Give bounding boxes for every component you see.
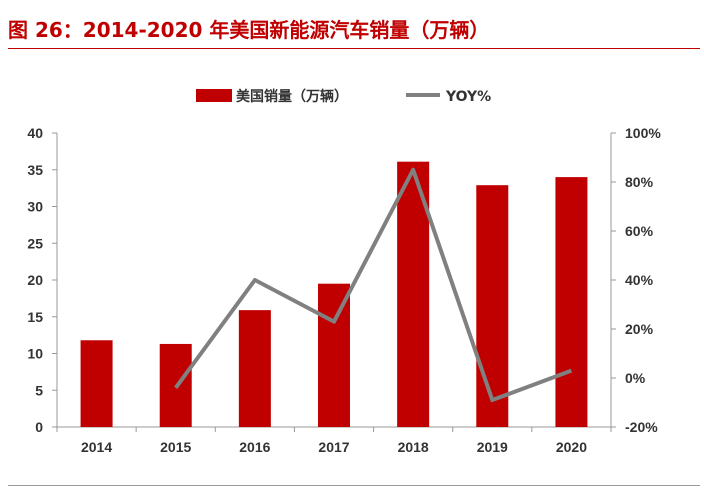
y-left-tick-label: 5	[35, 382, 43, 398]
y-left-tick-label: 20	[27, 272, 43, 288]
bars	[80, 161, 588, 428]
bar-sales	[555, 177, 588, 427]
y-left-tick-label: 0	[35, 419, 43, 435]
y-left-tick-label: 10	[27, 346, 43, 362]
yoy-line-series	[174, 167, 573, 403]
axes: 0 5 10 15 20 25 30 35 40 -20% 0% 20% 40% 60% 80% 100% 20…	[27, 125, 661, 455]
x-tick-label: 2015	[160, 439, 191, 455]
legend-swatch-sales	[196, 89, 232, 102]
legend: 美国销量（万辆） YOY%	[196, 88, 491, 105]
figure-title: 图 26：2014-2020 年美国新能源汽车销量（万辆）	[8, 18, 490, 42]
x-tick-label: 2020	[556, 439, 587, 455]
x-tick-label: 2017	[318, 439, 349, 455]
legend-label-yoy: YOY%	[445, 89, 491, 105]
y-right-tick-label: 80%	[625, 174, 654, 190]
y-right-tick-label: -20%	[625, 419, 658, 435]
y-right-tick-label: 0%	[625, 370, 646, 386]
y-left-tick-label: 35	[27, 162, 43, 178]
x-tick-label: 2016	[239, 439, 270, 455]
y-left-tick-label: 15	[27, 309, 43, 325]
y-right-tick-label: 40%	[625, 272, 654, 288]
bar-sales	[80, 340, 113, 427]
y-right-tick-label: 100%	[625, 125, 661, 141]
bottom-divider	[8, 485, 700, 486]
bar-sales	[318, 283, 350, 427]
y-left-tick-label: 40	[27, 125, 43, 141]
bar-sales	[476, 185, 509, 427]
bar-sales	[238, 310, 271, 427]
legend-label-sales: 美国销量（万辆）	[236, 88, 348, 105]
y-left-tick-label: 30	[27, 199, 43, 215]
x-tick-label: 2014	[81, 439, 112, 455]
yoy-line	[174, 167, 573, 403]
y-right-tick-label: 20%	[625, 321, 654, 337]
x-tick-label: 2019	[477, 439, 508, 455]
y-left-tick-label: 25	[27, 235, 43, 251]
y-right-tick-label: 60%	[625, 223, 654, 239]
title-divider	[8, 48, 700, 49]
x-tick-label: 2018	[398, 439, 429, 455]
